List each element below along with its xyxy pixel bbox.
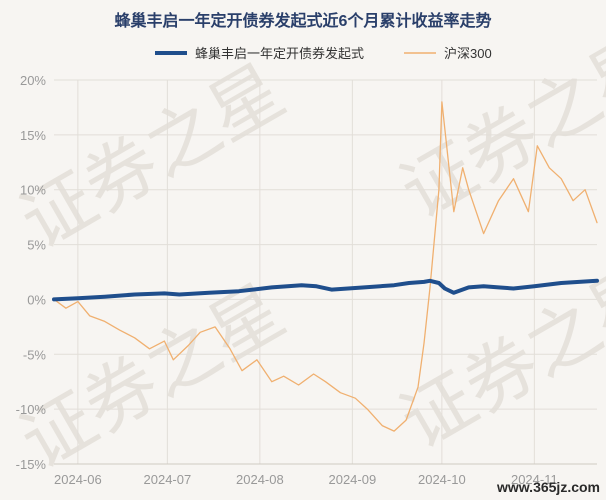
y-tick-label: 5% — [27, 238, 46, 253]
series-line-fund — [52, 278, 599, 302]
x-tick-label: 2024-06 — [54, 472, 102, 487]
legend-label-fund: 蜂巢丰启一年定开债券发起式 — [195, 46, 364, 61]
x-tick-label: 2024-07 — [144, 472, 192, 487]
legend-label-index: 沪深300 — [444, 46, 492, 61]
series-line-index — [53, 101, 598, 432]
x-tick-label: 2024-11 — [511, 472, 558, 487]
x-tick-label: 2024-10 — [418, 472, 466, 487]
y-tick-label: -5% — [23, 347, 47, 362]
y-tick-label: 20% — [20, 73, 46, 88]
y-tick-label: 15% — [20, 128, 46, 143]
plot-area — [52, 101, 599, 432]
legend: 蜂巢丰启一年定开债券发起式 沪深300 — [155, 46, 492, 61]
site-watermark: www.365jz.com — [496, 479, 600, 495]
y-tick-label: -10% — [16, 402, 47, 417]
y-tick-label: 0% — [27, 292, 46, 307]
chart-title: 蜂巢丰启一年定开债券发起式近6个月累计收益率走势 — [115, 11, 492, 30]
watermark: 证券之星 证券之星 证券之星 证券之星 — [7, 18, 606, 485]
x-tick-label: 2024-08 — [236, 472, 284, 487]
y-tick-label: -15% — [16, 457, 47, 472]
x-tick-label: 2024-09 — [328, 472, 376, 487]
x-axis: 2024-06 2024-07 2024-08 2024-09 2024-10 2024-… — [54, 472, 558, 487]
watermark-text-3: 证券之星 — [387, 18, 606, 235]
y-tick-label: 10% — [20, 183, 46, 198]
watermark-text-2: 证券之星 — [7, 268, 298, 485]
y-axis: -15% -10% -5% 0% 5% 10% 15% 20% — [16, 73, 47, 472]
